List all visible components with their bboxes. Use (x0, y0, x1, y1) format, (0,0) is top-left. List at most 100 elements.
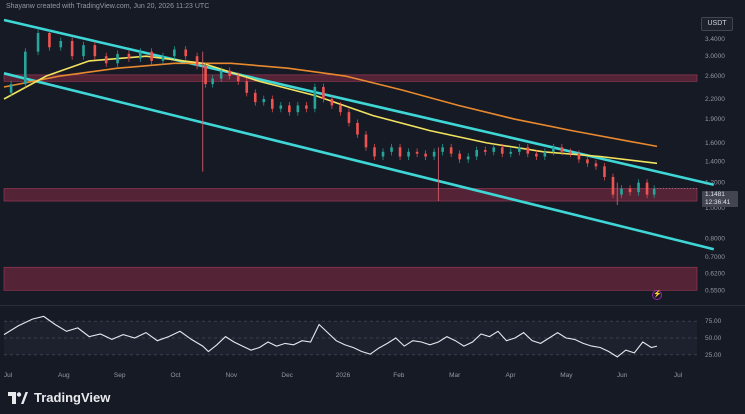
x-tick-label: Oct (170, 372, 180, 379)
candle (432, 151, 436, 157)
candle (184, 49, 188, 57)
y-tick-label: 1.4000 (705, 158, 725, 165)
support-resistance-zone (3, 188, 698, 202)
candle (518, 147, 521, 152)
candle (104, 56, 108, 64)
candle (652, 188, 656, 195)
last-price-value: 1.1481 (705, 191, 725, 198)
candle (526, 147, 530, 154)
x-tick-label: Aug (58, 372, 70, 379)
candle (9, 84, 13, 93)
candle (70, 40, 74, 57)
candle (59, 40, 63, 48)
y-tick-label: 3.0000 (705, 53, 725, 60)
candle (500, 147, 504, 154)
candle (36, 32, 40, 52)
attribution-text: Shayanw created with TradingView.com, Ju… (6, 3, 210, 10)
candle (236, 75, 240, 82)
y-tick-label: 1.0000 (705, 205, 725, 212)
x-tick-label: Dec (281, 372, 293, 379)
candle (228, 70, 232, 76)
rsi-tick-label: 25.00 (705, 352, 722, 359)
candle (288, 105, 291, 113)
candle (552, 147, 555, 152)
x-tick-label: Feb (393, 372, 405, 379)
x-tick-label: Apr (505, 372, 516, 379)
candle (173, 49, 176, 57)
candle (339, 105, 342, 113)
candle (492, 147, 496, 152)
candle (305, 105, 308, 109)
y-tick-label: 0.6200 (705, 271, 725, 278)
candle (415, 151, 419, 154)
lightning-icon[interactable]: ⚡ (652, 290, 662, 300)
candle (279, 105, 283, 109)
y-tick-label: 0.5500 (705, 287, 725, 294)
footer-bar (0, 385, 745, 414)
candle (373, 147, 376, 157)
candle (390, 147, 393, 152)
candle (253, 92, 257, 103)
moving-average-short (3, 55, 658, 165)
candle (313, 86, 317, 109)
candle (219, 70, 223, 79)
candle (161, 56, 165, 61)
candle (535, 153, 538, 157)
rsi-tick-label: 75.00 (705, 318, 722, 325)
y-tick-label: 1.2000 (705, 180, 725, 187)
candle (586, 159, 589, 164)
price-chart[interactable]: 3.4000 3.0000 2.6000 2.2000 1.9000 1.6000 1.40… (0, 0, 745, 305)
candle (475, 150, 479, 157)
candle (620, 188, 623, 195)
x-tick-label: 2026 (336, 372, 351, 379)
channel-upper-line (3, 18, 715, 187)
candle (543, 151, 547, 157)
candle (560, 147, 564, 152)
bar-countdown: 12:36:41 (705, 199, 731, 206)
candle (449, 147, 453, 154)
x-tick-label: Jul (4, 372, 13, 379)
rsi-chart[interactable]: 75.00 50.00 25.00 Jul Aug Sep Oct Nov Dec 2026 Feb… (0, 305, 745, 385)
candle (195, 56, 199, 66)
tv-logo-icon (8, 391, 28, 404)
candle (577, 153, 581, 160)
candle (48, 32, 51, 48)
y-tick-label: 1.9000 (705, 116, 725, 123)
candle (138, 51, 142, 59)
candle (611, 176, 615, 195)
x-tick-label: May (560, 372, 573, 379)
y-tick-label: 2.6000 (705, 73, 725, 80)
y-tick-label: 0.8000 (705, 236, 725, 243)
candle (381, 151, 385, 157)
candle (347, 112, 351, 123)
candle (270, 98, 274, 109)
candle (245, 81, 249, 93)
tradingview-wordmark: TradingView (34, 390, 111, 405)
candle (483, 150, 487, 152)
candle (356, 122, 359, 135)
candle (569, 151, 572, 154)
tradingview-logo[interactable]: TradingView (8, 390, 110, 405)
candle (441, 147, 444, 152)
candle (127, 53, 131, 59)
rsi-tick-label: 50.00 (705, 335, 722, 342)
x-tick-label: Jun (617, 372, 628, 379)
candle (603, 166, 606, 177)
y-tick-label: 0.7000 (705, 254, 725, 261)
candle (150, 51, 153, 61)
x-tick-label: Nov (226, 372, 238, 379)
candle (296, 105, 300, 113)
candle (322, 86, 325, 99)
last-price-tag: 1.1481 12:36:41 (702, 191, 738, 207)
candle (364, 134, 368, 148)
candle (23, 51, 27, 85)
candle (116, 53, 119, 64)
candle (628, 188, 632, 193)
candle (211, 78, 214, 85)
candle (594, 163, 598, 167)
candle (458, 153, 461, 160)
candle (82, 45, 85, 57)
currency-selector[interactable]: USDT (701, 17, 733, 31)
candle (424, 153, 427, 157)
